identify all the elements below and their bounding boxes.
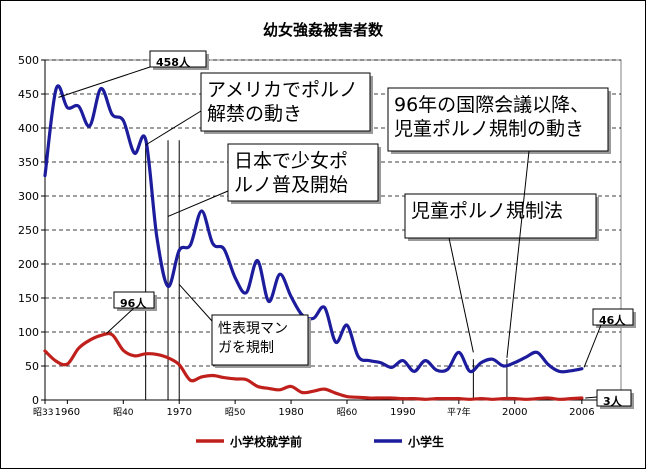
callout-96-pointer: [506, 150, 530, 358]
y-tick-label: 250: [18, 224, 39, 237]
y-axis: 0 50 100 150 200 250 300 350 400 450 500: [18, 54, 46, 407]
series-line-preschool: [43, 331, 584, 401]
callout-manga-box: [211, 314, 309, 366]
legend-label: 小学生: [408, 434, 444, 449]
callout-preschool-peak-text: 96人: [120, 296, 147, 310]
callout-manga-text: ガを規制: [218, 340, 274, 356]
y-tick-label: 300: [18, 190, 39, 203]
y-tick-label: 450: [18, 88, 39, 101]
callout-japan-start-text: 日本で少女ポ: [234, 150, 348, 172]
callout-japan-start-text: ルノ普及開始: [234, 174, 348, 196]
x-tick-label: 1970: [166, 407, 191, 418]
y-tick-label: 350: [18, 156, 39, 169]
y-tick-label: 400: [18, 122, 39, 135]
callout-manga-pointer: [178, 284, 213, 322]
x-tick-label: 2000: [502, 407, 527, 418]
x-tick-label: 昭40: [113, 407, 134, 418]
callout-end-preschool-box: [596, 389, 632, 407]
callout-since-96-box: [387, 87, 609, 152]
x-tick-label: 2006: [569, 407, 594, 418]
callout-law-pointer: [448, 237, 474, 353]
callout-end-elem-pointer: [583, 324, 602, 368]
callout-end-preschool-text: 3人: [603, 394, 623, 408]
x-tick-label: 昭33: [33, 407, 53, 418]
x-tick-label: 昭60: [337, 407, 358, 418]
callout-peak-box: [149, 50, 207, 68]
callout-peak-pointer: [58, 66, 151, 98]
callout-us-ban-text: 解禁の動き: [207, 103, 302, 125]
callout-japan-start-box: [227, 143, 379, 202]
callout-peak-text: 458人: [156, 55, 191, 69]
callout-end-pre-pointer: [585, 396, 598, 399]
x-tick-label: 1960: [55, 407, 80, 418]
y-tick-label: 500: [18, 54, 39, 67]
callout-preschool-pointer: [106, 307, 135, 334]
callout-since-96-text: 96年の国際会議以降、: [394, 94, 589, 116]
series-lines: [43, 84, 584, 401]
callout-us-pointer: [145, 110, 202, 146]
x-axis: 昭33 1960 昭40 1970 昭50 1980 昭60 1990 平7年 2000 2006: [33, 399, 621, 418]
y-tick-label: 50: [25, 360, 39, 373]
callout-end-elementary-box: [592, 308, 634, 326]
x-tick-label: 平7年: [447, 406, 471, 418]
y-tick-label: 0: [32, 394, 39, 407]
callout-child-porn-law-text: 児童ポルノ規制法: [411, 200, 563, 222]
x-tick-label: 昭50: [225, 407, 246, 418]
callout-manga-text: 性表現マン: [218, 321, 288, 337]
y-tick-label: 100: [18, 326, 39, 339]
x-tick-label: 1990: [390, 407, 415, 418]
series-line-elementary: [43, 84, 584, 374]
annotations: 458人 96人 46人 3人 アメリカでポルノ解禁の動き日本で少女ポルノ普及開始性表現…: [58, 50, 636, 409]
callout-child-porn-law-box: [404, 193, 597, 239]
chart-title: 幼女強姦被害者数: [263, 21, 384, 39]
callout-us-ban-text: アメリカでポルノ: [207, 79, 358, 101]
x-tick-label: 1980: [278, 407, 303, 418]
y-tick-label: 200: [18, 258, 39, 271]
callout-end-elementary-text: 46人: [599, 313, 626, 327]
callout-japan-pointer: [167, 190, 229, 217]
legend-label: 小学校就学前: [230, 434, 302, 449]
callout-us-ban-box: [200, 72, 371, 132]
callout-since-96-text: 児童ポルノ規制の動き: [394, 118, 584, 140]
y-tick-label: 150: [18, 292, 39, 305]
legend: 小学校就学前 小学生: [196, 434, 444, 449]
